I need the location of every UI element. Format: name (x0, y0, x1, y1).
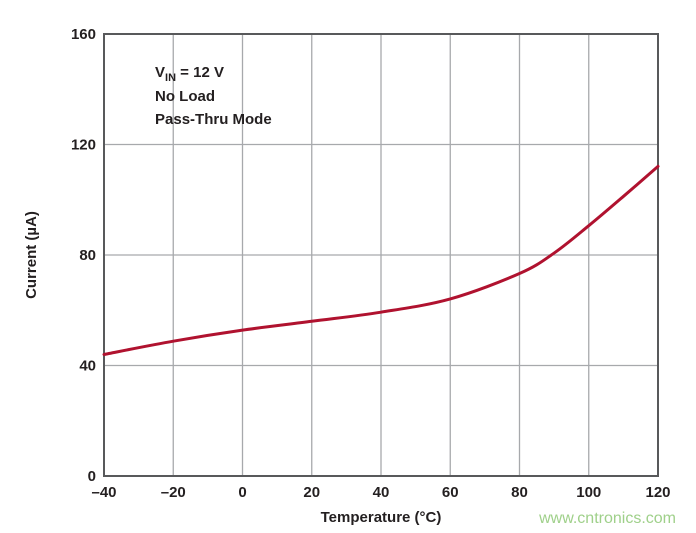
y-tick-label: 160 (71, 26, 96, 43)
x-tick-label: 120 (645, 484, 670, 501)
x-tick-labels: –40 –20 0 20 40 60 80 100 120 (91, 484, 670, 501)
watermark: www.cntronics.com (538, 510, 676, 527)
x-tick-label: 80 (511, 484, 528, 501)
x-tick-label: 100 (576, 484, 601, 501)
x-tick-label: 20 (303, 484, 320, 501)
annotation: VIN = 12 V No Load Pass-Thru Mode (155, 64, 272, 128)
x-tick-label: 40 (373, 484, 390, 501)
y-tick-label: 80 (79, 247, 96, 264)
annotation-no-load: No Load (155, 88, 215, 105)
y-axis-label: Current (µA) (23, 211, 40, 299)
x-tick-label: 0 (238, 484, 246, 501)
y-tick-label: 40 (79, 358, 96, 375)
x-tick-label: –40 (91, 484, 116, 501)
annotation-mode: Pass-Thru Mode (155, 111, 272, 128)
y-tick-label: 120 (71, 137, 96, 154)
y-tick-labels: 0 40 80 120 160 (71, 26, 96, 485)
x-tick-label: 60 (442, 484, 459, 501)
x-axis-label: Temperature (°C) (321, 509, 442, 526)
annotation-vin: VIN = 12 V (155, 64, 224, 84)
x-tick-label: –20 (161, 484, 186, 501)
series-line (102, 164, 660, 356)
y-tick-label: 0 (88, 468, 96, 485)
plot-frame (103, 33, 659, 477)
